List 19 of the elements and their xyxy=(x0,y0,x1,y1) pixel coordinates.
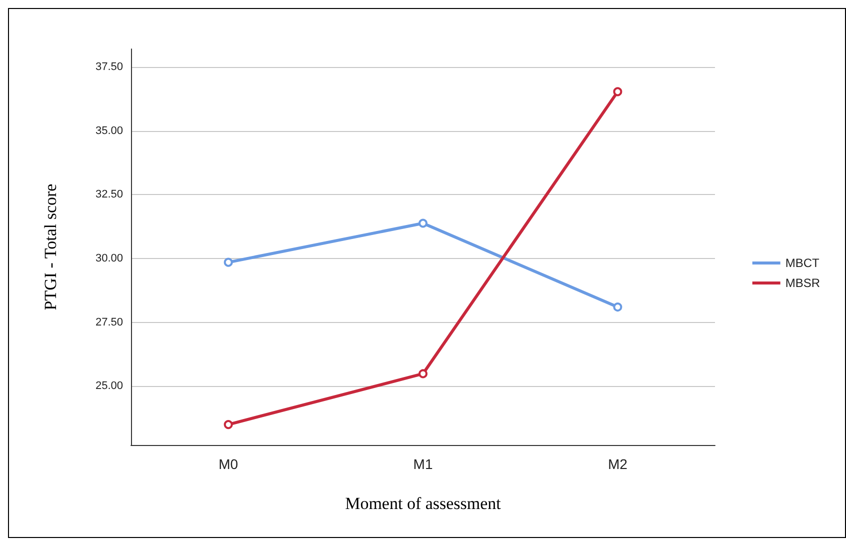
y-tick-label: 35.00 xyxy=(95,124,123,137)
y-tick-label: 32.50 xyxy=(95,188,123,201)
point xyxy=(418,218,428,228)
point xyxy=(418,369,428,378)
x-axis-title: Moment of assessment xyxy=(345,494,502,513)
y-tick-label: 30.00 xyxy=(95,252,123,264)
y-axis-title: PTGI - Total score xyxy=(41,184,60,310)
y-tick-label: 27.50 xyxy=(95,316,123,328)
point xyxy=(224,420,233,430)
x-tick-label: M1 xyxy=(413,456,433,472)
point xyxy=(613,302,622,312)
x-tick-label: M2 xyxy=(608,456,628,472)
legend-label: MBCT xyxy=(785,256,820,270)
y-tick-label: 37.50 xyxy=(95,60,123,73)
y-tick-label: 25.00 xyxy=(95,380,123,392)
x-tick-label: M0 xyxy=(218,456,238,472)
point xyxy=(613,87,622,96)
legend-label: MBSR xyxy=(785,276,820,290)
point xyxy=(224,258,233,267)
